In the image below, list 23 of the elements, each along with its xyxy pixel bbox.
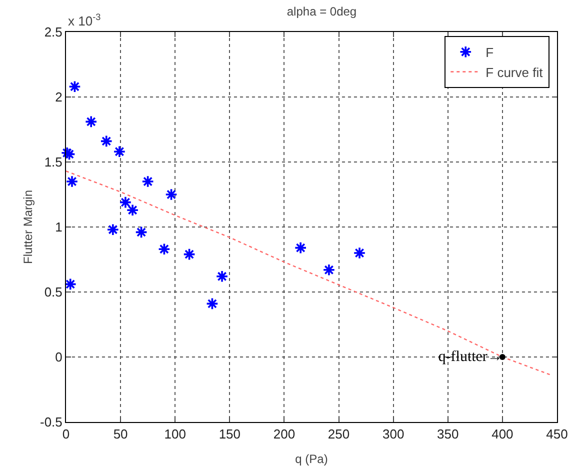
- y-tick-label: 2: [55, 90, 62, 105]
- x-tick-label: 450: [546, 426, 568, 442]
- x-tick-label: 250: [328, 426, 350, 442]
- x-tick-label: 100: [164, 426, 186, 442]
- y-tick-label: 1.5: [44, 154, 62, 170]
- x-tick-label: 150: [218, 426, 241, 442]
- y-tick-label: -0.5: [40, 414, 62, 430]
- y-tick-label: 1: [55, 220, 62, 235]
- x-tick-label: 200: [273, 426, 296, 442]
- x-tick-label: 300: [382, 426, 404, 442]
- legend-label: F curve fit: [486, 64, 544, 80]
- y-tick-label: 0: [55, 350, 62, 365]
- chart-title: alpha = 0deg: [286, 4, 357, 18]
- x-tick-label: 350: [437, 426, 459, 442]
- x-tick-label: 400: [492, 426, 514, 442]
- text: x 10$^{-3}$: [68, 12, 101, 28]
- x-tick-label: 50: [113, 426, 128, 442]
- x-axis-title: q (Pa): [295, 452, 328, 466]
- annotation: q-flutter→: [438, 348, 502, 365]
- y-tick-label: 0.5: [44, 284, 62, 300]
- y-tick-label: 2.5: [44, 24, 62, 40]
- legend-label: F: [486, 44, 494, 60]
- y-axis-title: Flutter Margin: [21, 190, 35, 264]
